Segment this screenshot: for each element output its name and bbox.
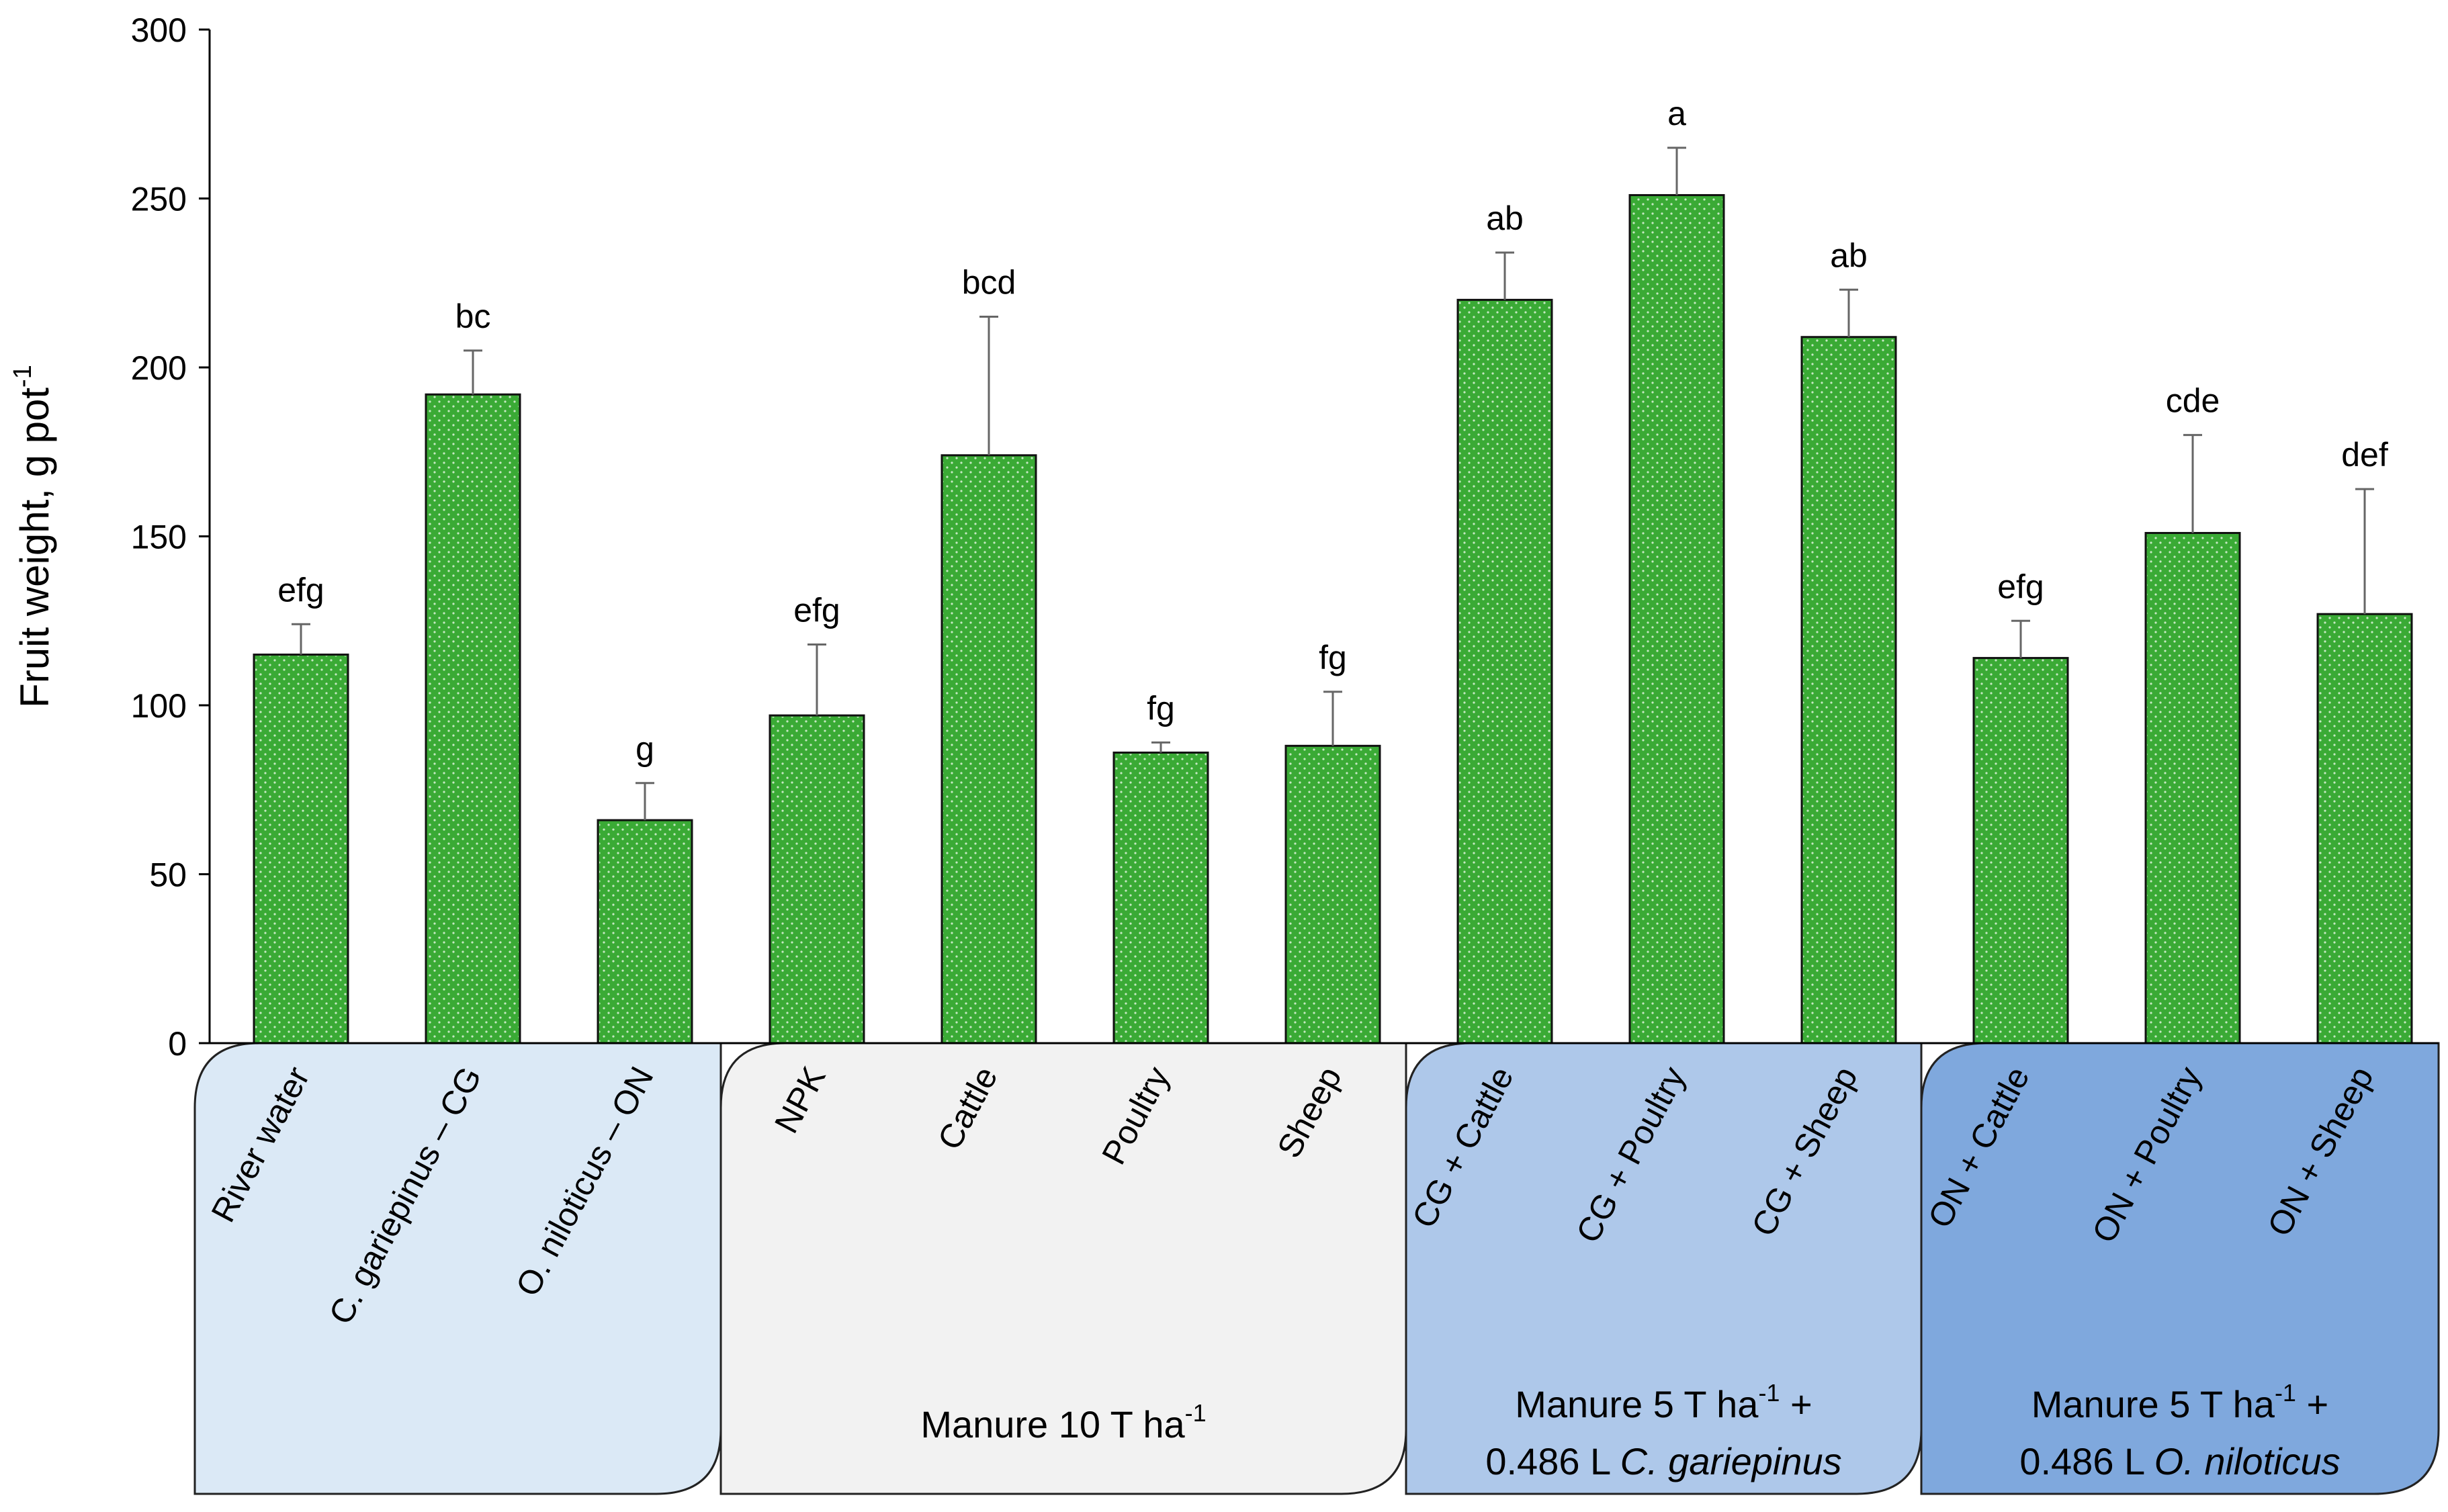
- bar-texture: [771, 717, 863, 1042]
- y-axis-title: Fruit weight, g pot-1: [9, 365, 57, 708]
- bar-texture: [1975, 659, 2066, 1042]
- y-tick-label: 250: [131, 181, 187, 218]
- group-panel: [1920, 1042, 2440, 1495]
- bar-texture: [427, 396, 519, 1042]
- group-label: 0.486 L C. gariepinus: [1485, 1440, 1841, 1482]
- bar-texture: [1631, 196, 1722, 1042]
- group-label: 0.486 L O. niloticus: [2019, 1440, 2340, 1482]
- bars: efg bc g efg bcd fg fg ab a ab efg cde def: [210, 95, 2439, 1044]
- bar-texture: [1803, 338, 1894, 1042]
- y-tick-label: 0: [168, 1025, 187, 1063]
- group-label-text: Manure 5 T ha: [1515, 1383, 1759, 1425]
- significance-label: cde: [2166, 382, 2220, 420]
- group-label-text: Manure 5 T ha: [2031, 1383, 2275, 1425]
- y-tick-label: 200: [131, 349, 187, 387]
- bar-texture: [1459, 301, 1550, 1042]
- significance-label: g: [636, 730, 654, 768]
- group-label: Manure 5 T ha-1 +: [2031, 1379, 2328, 1425]
- y-axis: 0 50 100 150 200 250 300 Fruit weight, g pot-1: [9, 11, 211, 1063]
- bar-texture: [2147, 534, 2238, 1042]
- bar-texture: [1115, 754, 1207, 1042]
- significance-label: ab: [1830, 236, 1868, 274]
- y-tick-label: 100: [131, 687, 187, 725]
- significance-label: fg: [1319, 639, 1347, 676]
- group-label-superscript: -1: [1185, 1399, 1207, 1427]
- significance-label: bc: [455, 298, 491, 335]
- significance-label: def: [2341, 436, 2388, 474]
- group-label-text: 0.486 L: [2019, 1440, 2154, 1482]
- group-label-text: +: [2296, 1383, 2328, 1425]
- bar-texture: [599, 821, 691, 1042]
- group-label-superscript: -1: [1758, 1379, 1780, 1407]
- group-label-text: Manure 10 T ha: [920, 1403, 1185, 1446]
- group-label: Manure 10 T ha-1: [920, 1399, 1206, 1446]
- bar-texture: [1287, 747, 1379, 1042]
- significance-label: a: [1667, 95, 1686, 132]
- group-panels: Manure 10 T ha-1 Manure 5 T ha-1 +0.486 L…: [193, 1042, 2440, 1495]
- significance-label: efg: [1997, 568, 2044, 605]
- group-label-text: +: [1780, 1383, 1812, 1425]
- group-label-italic: C. gariepinus: [1620, 1440, 1842, 1482]
- group-panel: [193, 1042, 722, 1495]
- bar-texture: [255, 656, 347, 1042]
- y-tick-label: 150: [131, 519, 187, 556]
- y-tick-label: 50: [149, 856, 187, 894]
- y-tick-label: 300: [131, 11, 187, 49]
- significance-label: bcd: [962, 264, 1016, 302]
- group-panel: [1405, 1042, 1923, 1495]
- bar-texture: [943, 456, 1035, 1042]
- group-label-superscript: -1: [2275, 1379, 2296, 1407]
- group-label-italic: O. niloticus: [2154, 1440, 2341, 1482]
- group-label-text: 0.486 L: [1485, 1440, 1620, 1482]
- significance-label: fg: [1147, 689, 1175, 727]
- significance-label: efg: [277, 571, 324, 609]
- group-panel: [719, 1042, 1407, 1495]
- significance-label: efg: [793, 591, 840, 629]
- y-axis-title-superscript: -1: [9, 365, 37, 388]
- y-axis-title-text: Fruit weight, g pot: [12, 388, 57, 708]
- significance-label: ab: [1486, 199, 1524, 237]
- group-label: Manure 5 T ha-1 +: [1515, 1379, 1812, 1425]
- bar-texture: [2319, 615, 2410, 1042]
